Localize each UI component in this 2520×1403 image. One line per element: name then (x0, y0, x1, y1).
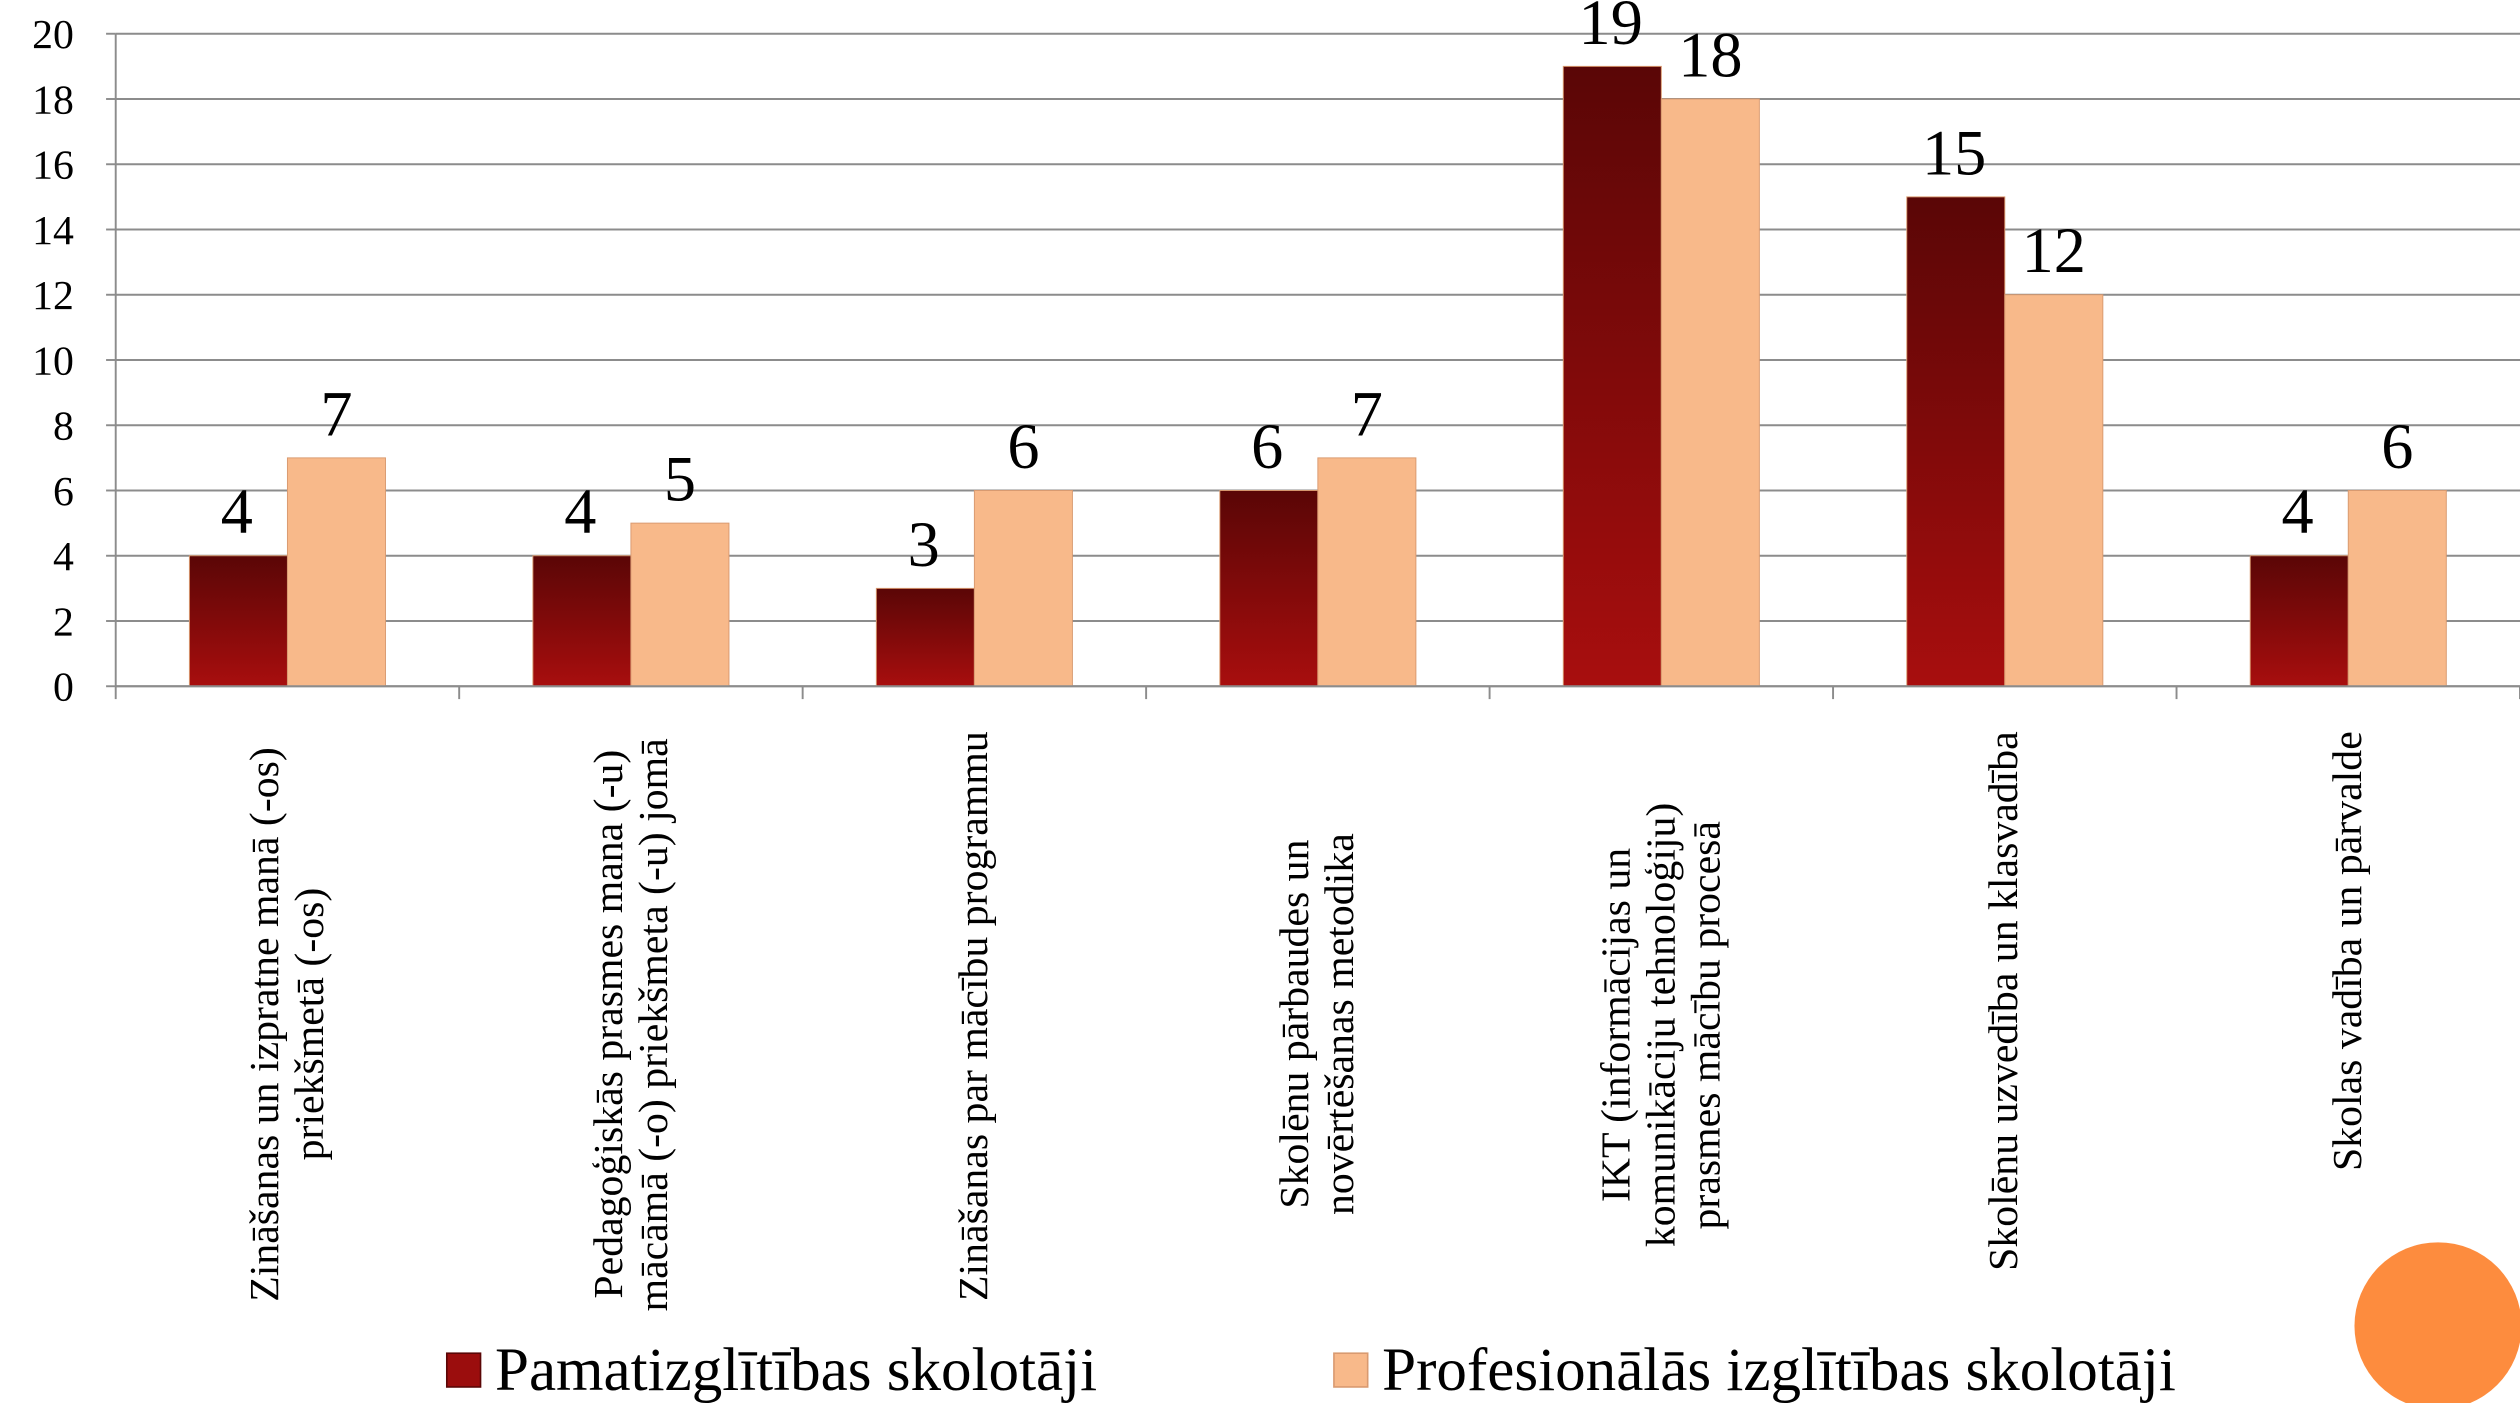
data-label: 6 (1007, 411, 1039, 482)
x-tick-label: IKT (informācijas un komunikāciju tehnol… (1592, 802, 1729, 1247)
y-tick-label: 16 (32, 143, 74, 189)
legend-label: Pamatizglītības skolotāji (495, 1337, 1097, 1403)
legend-swatch (445, 1352, 482, 1388)
bar (1317, 457, 1417, 687)
data-label: 4 (564, 476, 596, 547)
data-label: 18 (1678, 20, 1742, 91)
x-tick-label: Skolēnu pārbaudes un novērtēšanas metodi… (1271, 833, 1363, 1216)
legend-label: Profesionālās izglītības skolotāji (1382, 1337, 2176, 1403)
decoration-circle (2354, 1242, 2520, 1403)
bar (1906, 196, 2006, 687)
legend-swatch (1333, 1352, 1369, 1388)
x-tick-label: Pedagoģiskās prasmes mana (-u) mācāmā (-… (584, 737, 676, 1312)
y-tick-label: 20 (32, 12, 74, 58)
y-tick-label: 10 (32, 338, 74, 384)
x-tick-label: Zināšanas par mācību programmu (950, 731, 997, 1301)
bar (286, 457, 386, 687)
bar (875, 587, 975, 687)
y-tick-label: 14 (32, 208, 74, 254)
y-tick-label: 12 (32, 273, 74, 319)
bar (188, 555, 288, 687)
bar (1660, 98, 1760, 687)
bar (532, 555, 632, 687)
x-tick-label: Skolas vadība un pārvalde (2324, 731, 2371, 1172)
bar (630, 522, 730, 687)
data-label: 4 (2282, 476, 2314, 547)
y-tick-label: 0 (53, 665, 74, 711)
y-tick-label: 18 (32, 77, 74, 123)
data-label: 7 (320, 378, 352, 449)
data-label: 7 (1351, 378, 1383, 449)
data-label: 15 (1922, 117, 1986, 188)
data-label: 5 (664, 444, 696, 515)
data-label: 3 (908, 509, 940, 580)
y-tick-label: 6 (53, 469, 74, 515)
data-label: 4 (221, 476, 253, 547)
x-tick-label: Skolēnu uzvedība un klasvadība (1980, 731, 2028, 1271)
y-tick-label: 2 (53, 599, 74, 645)
y-tick-label: 8 (53, 404, 74, 450)
bar (973, 490, 1073, 687)
x-tick-label: Zināšanas un izpratne manā (-os) priekšm… (240, 747, 333, 1302)
data-label: 6 (2381, 411, 2413, 482)
data-label: 12 (2022, 215, 2086, 286)
bar (2249, 555, 2349, 687)
bar (2347, 490, 2447, 687)
data-label: 19 (1579, 0, 1643, 58)
bar (1562, 65, 1662, 687)
y-tick-label: 4 (53, 534, 74, 580)
data-label: 6 (1251, 411, 1283, 482)
bar (1219, 490, 1319, 687)
bar (2004, 294, 2104, 687)
